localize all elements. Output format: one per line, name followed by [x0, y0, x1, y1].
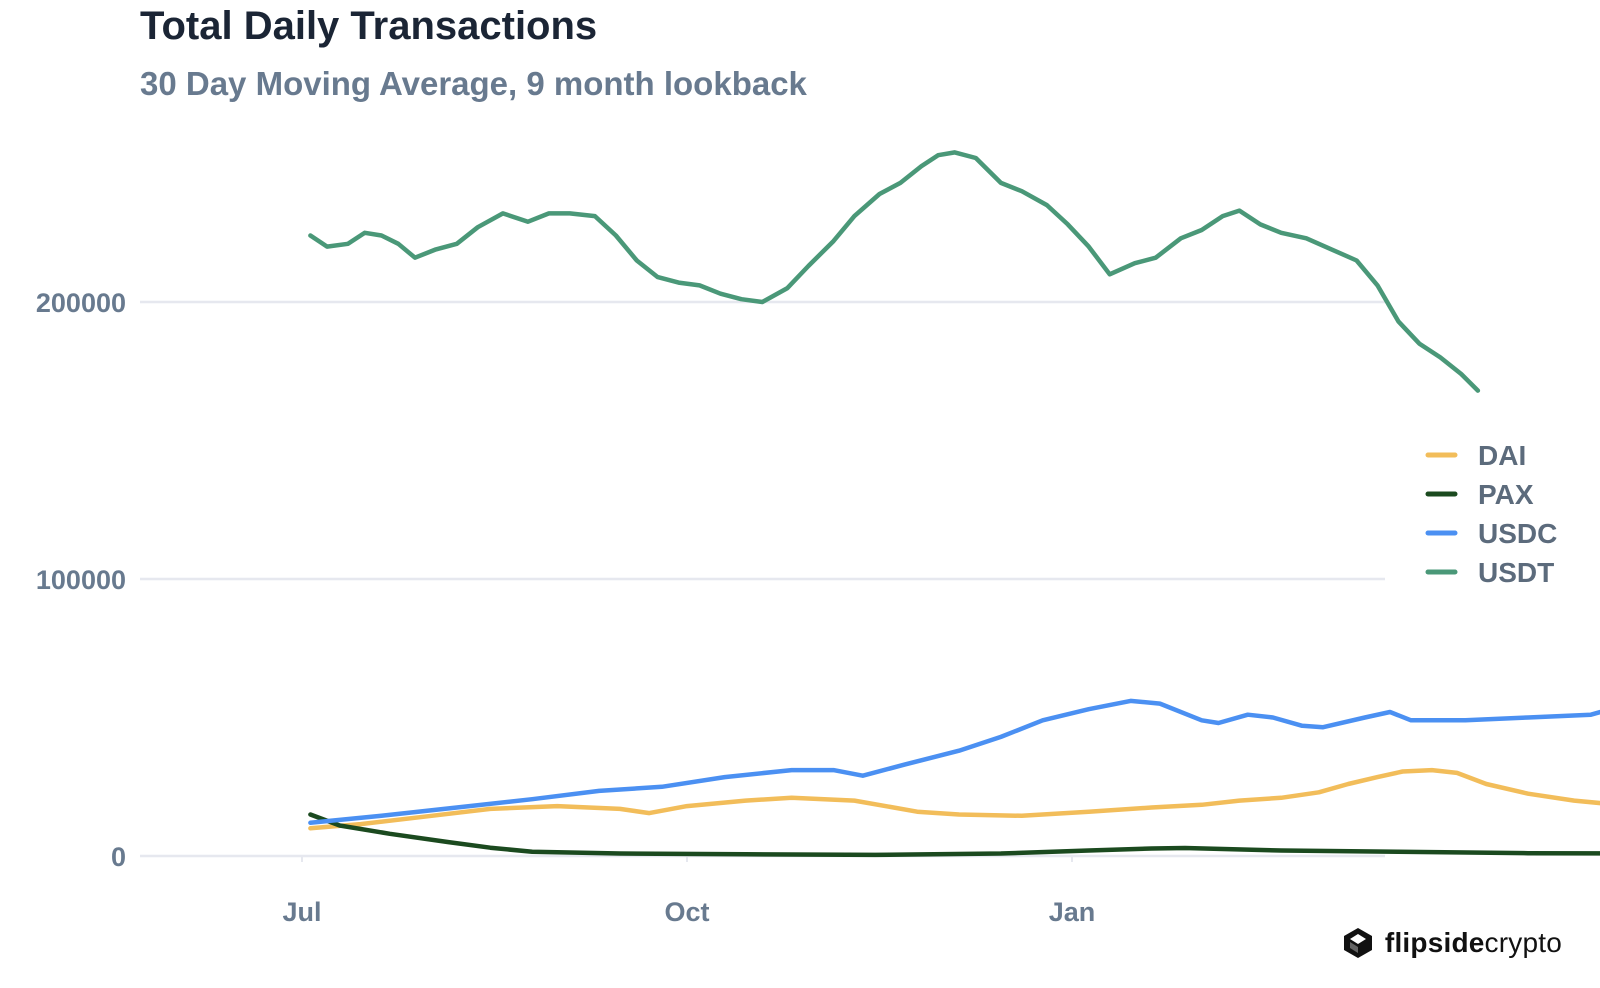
legend-label-pax: PAX — [1478, 479, 1534, 510]
flipside-logo-icon — [1343, 928, 1372, 958]
chart-subtitle: 30 Day Moving Average, 9 month lookback — [140, 65, 807, 102]
y-tick-label: 0 — [111, 842, 126, 872]
legend-label-usdc: USDC — [1478, 518, 1557, 549]
x-tick-label: Jul — [282, 897, 321, 927]
series-line-dai — [308, 767, 1600, 831]
legend-label-usdt: USDT — [1478, 557, 1554, 588]
x-tick-label: Oct — [664, 897, 709, 927]
x-tick-label: Jan — [1049, 897, 1096, 927]
chart-title: Total Daily Transactions — [140, 4, 598, 48]
y-tick-label: 100000 — [36, 565, 126, 595]
legend-label-dai: DAI — [1478, 440, 1526, 471]
x-axis-ticks: Jul Oct Jan — [282, 856, 1095, 927]
series-line-usdt — [308, 150, 1481, 393]
flipside-logo: flipsidecrypto — [1341, 926, 1562, 960]
series-lines — [308, 150, 1600, 858]
y-tick-label: 200000 — [36, 288, 126, 318]
flipside-logo-text: flipsidecrypto — [1384, 927, 1562, 958]
y-axis-ticks: 0 100000 200000 — [36, 288, 126, 872]
series-line-pax — [308, 812, 1600, 858]
legend: DAI PAX USDC USDT — [1425, 440, 1557, 588]
series-line-usdc — [308, 698, 1600, 826]
